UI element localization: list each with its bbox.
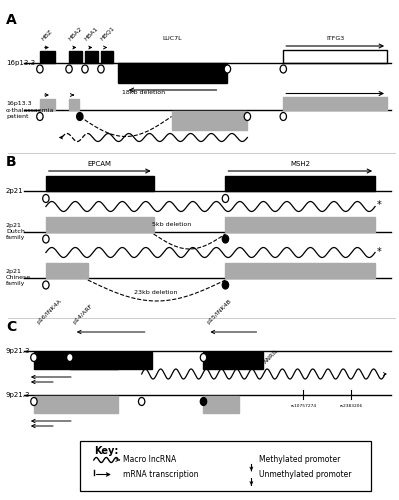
- Text: 16p13.3
α-thalassaemia
patient: 16p13.3 α-thalassaemia patient: [6, 102, 54, 118]
- Bar: [101, 52, 113, 62]
- Bar: [203, 352, 263, 368]
- Bar: [40, 99, 55, 110]
- Bar: [34, 352, 118, 368]
- Bar: [203, 396, 239, 412]
- Circle shape: [249, 471, 254, 478]
- Text: Key:: Key:: [94, 446, 118, 456]
- Text: 9p21.3: 9p21.3: [6, 348, 30, 354]
- Text: mRNA transcription: mRNA transcription: [123, 470, 198, 479]
- Text: Unmethylated promoter: Unmethylated promoter: [259, 470, 352, 479]
- Bar: [70, 352, 152, 368]
- Bar: [172, 111, 247, 130]
- Text: 2p21
Chinese
family: 2p21 Chinese family: [6, 269, 31, 286]
- Circle shape: [98, 65, 104, 73]
- Text: EPCAM: EPCAM: [88, 161, 112, 167]
- Bar: [40, 52, 55, 62]
- Bar: [118, 64, 227, 82]
- Circle shape: [43, 281, 49, 289]
- Bar: [225, 262, 375, 278]
- Text: ANRIL: ANRIL: [263, 348, 280, 365]
- Text: rs2383206: rs2383206: [340, 404, 363, 408]
- Text: LUC7L: LUC7L: [163, 36, 182, 42]
- Circle shape: [43, 194, 49, 202]
- Bar: [225, 216, 375, 232]
- Text: Macro lncRNA: Macro lncRNA: [123, 456, 176, 464]
- Text: HBA1: HBA1: [83, 26, 99, 42]
- Circle shape: [200, 354, 207, 362]
- Circle shape: [224, 65, 231, 73]
- Circle shape: [222, 281, 229, 289]
- Text: *: *: [377, 246, 382, 256]
- Bar: [85, 52, 98, 62]
- Circle shape: [31, 354, 37, 362]
- Circle shape: [200, 398, 207, 406]
- Circle shape: [31, 398, 37, 406]
- Text: 2p21: 2p21: [6, 188, 24, 194]
- Text: HBQ1: HBQ1: [99, 26, 115, 42]
- Circle shape: [222, 235, 229, 243]
- Circle shape: [280, 65, 286, 73]
- Text: A: A: [6, 12, 17, 26]
- Bar: [46, 262, 88, 278]
- Bar: [225, 176, 375, 191]
- Text: HBZ: HBZ: [41, 28, 54, 42]
- Circle shape: [280, 112, 286, 120]
- Circle shape: [222, 194, 229, 202]
- Bar: [46, 216, 154, 232]
- Circle shape: [77, 112, 83, 120]
- Bar: [46, 176, 154, 191]
- Text: p14/ARF: p14/ARF: [72, 303, 94, 325]
- Text: 23kb deletion: 23kb deletion: [134, 290, 177, 295]
- Text: B: B: [6, 155, 17, 169]
- Text: *: *: [377, 200, 382, 210]
- Circle shape: [82, 65, 88, 73]
- Text: Methylated promoter: Methylated promoter: [259, 456, 341, 464]
- Bar: [69, 52, 82, 62]
- Circle shape: [66, 65, 72, 73]
- Text: rs10757274: rs10757274: [290, 404, 316, 408]
- Bar: [283, 50, 387, 62]
- Circle shape: [244, 112, 251, 120]
- Circle shape: [37, 112, 43, 120]
- Circle shape: [138, 398, 145, 406]
- Circle shape: [37, 65, 43, 73]
- Text: 5kb deletion: 5kb deletion: [152, 222, 191, 226]
- Text: 16p13.3: 16p13.3: [6, 60, 35, 66]
- Bar: [283, 98, 387, 110]
- Bar: [80, 441, 371, 491]
- Text: ITFG3: ITFG3: [326, 36, 344, 42]
- Text: C: C: [6, 320, 16, 334]
- Text: MSH2: MSH2: [290, 161, 310, 167]
- Text: HBA2: HBA2: [67, 26, 83, 42]
- Text: 2p21
Dutch
family: 2p21 Dutch family: [6, 223, 26, 240]
- Circle shape: [249, 456, 254, 464]
- Circle shape: [67, 354, 73, 362]
- Text: p15/INK4B: p15/INK4B: [205, 298, 232, 325]
- Bar: [69, 99, 79, 110]
- Text: 9p21.3: 9p21.3: [6, 392, 30, 398]
- Text: 18kb deletion: 18kb deletion: [122, 90, 165, 95]
- Bar: [34, 396, 118, 412]
- Circle shape: [43, 235, 49, 243]
- Text: p16/INK4A: p16/INK4A: [36, 298, 63, 325]
